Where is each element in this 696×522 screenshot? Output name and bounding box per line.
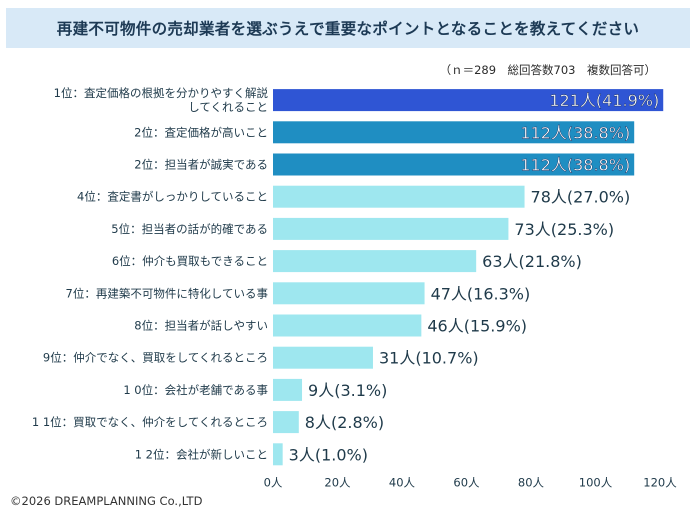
category-label-6: 6位：仲介も買取もできること xyxy=(112,254,268,268)
chart-title: 再建不可物件の売却業者を選ぶうえで重要なポイントとなることを教えてください xyxy=(56,20,640,38)
bar-3 xyxy=(273,153,635,176)
category-label-2: 2位：査定価格が高いこと xyxy=(134,125,268,139)
value-label-3: 112人(38.8%) xyxy=(520,156,630,175)
value-label-8: 46人(15.9%) xyxy=(427,317,527,336)
value-label-6: 63人(21.8%) xyxy=(482,252,582,271)
category-label-7: 7位：再建築不可物件に特化している事 xyxy=(66,286,268,300)
x-tick-label-60: 60人 xyxy=(453,475,480,489)
bar-1 xyxy=(273,89,664,112)
category-label-3: 2位：担当者が誠実である xyxy=(134,158,268,172)
value-label-1: 121人(41.9%) xyxy=(549,91,659,110)
sample-note: （ｎ＝289 総回答数703 複数回答可） xyxy=(439,63,656,77)
bar-4 xyxy=(273,185,525,208)
value-label-9: 31人(10.7%) xyxy=(379,349,479,368)
value-label-2: 112人(38.8%) xyxy=(520,123,630,142)
category-label-5: 5位：担当者の話が的確である xyxy=(111,222,268,236)
x-tick-label-0: 0人 xyxy=(264,475,283,489)
value-label-12: 3人(1.0%) xyxy=(289,445,368,464)
title-bar: 再建不可物件の売却業者を選ぶうえで重要なポイントとなることを教えてください xyxy=(6,8,690,48)
value-label-10: 9人(3.1%) xyxy=(308,381,387,400)
value-label-5: 73人(25.3%) xyxy=(514,220,614,239)
category-label-12: 1 2位：会社が新しいこと xyxy=(135,447,268,461)
category-label-4: 4位：査定書がしっかりしていること xyxy=(77,190,268,204)
bar-2 xyxy=(273,121,635,144)
category-label-11: 1 1位：買取でなく、仲介をしてくれるところ xyxy=(32,415,268,429)
category-label-1: 1位：査定価格の根拠を分かりやすく解説してくれること xyxy=(54,86,269,114)
bar-5 xyxy=(273,217,509,240)
x-tick-label-40: 40人 xyxy=(389,475,416,489)
bar-9 xyxy=(273,346,373,369)
category-label-9: 9位：仲介でなく、買取をしてくれるところ xyxy=(43,351,268,365)
category-label-8: 8位：担当者が話しやすい xyxy=(134,319,268,333)
bar-10 xyxy=(273,378,303,401)
bar-8 xyxy=(273,314,422,337)
value-label-7: 47人(16.3%) xyxy=(431,284,531,303)
value-label-11: 8人(2.8%) xyxy=(305,413,384,432)
x-tick-label-80: 80人 xyxy=(518,475,545,489)
bar-7 xyxy=(273,282,425,305)
bar-11 xyxy=(273,411,299,434)
bar-12 xyxy=(273,443,283,466)
bar-6 xyxy=(273,250,477,273)
x-tick-label-100: 100人 xyxy=(579,475,613,489)
value-label-4: 78人(27.0%) xyxy=(531,188,631,207)
x-tick-label-120: 120人 xyxy=(643,475,677,489)
copyright: ©2026 DREAMPLANNING Co.,LTD xyxy=(10,494,203,508)
x-tick-label-20: 20人 xyxy=(324,475,351,489)
category-label-10: 1 0位：会社が老舗である事 xyxy=(123,383,268,397)
